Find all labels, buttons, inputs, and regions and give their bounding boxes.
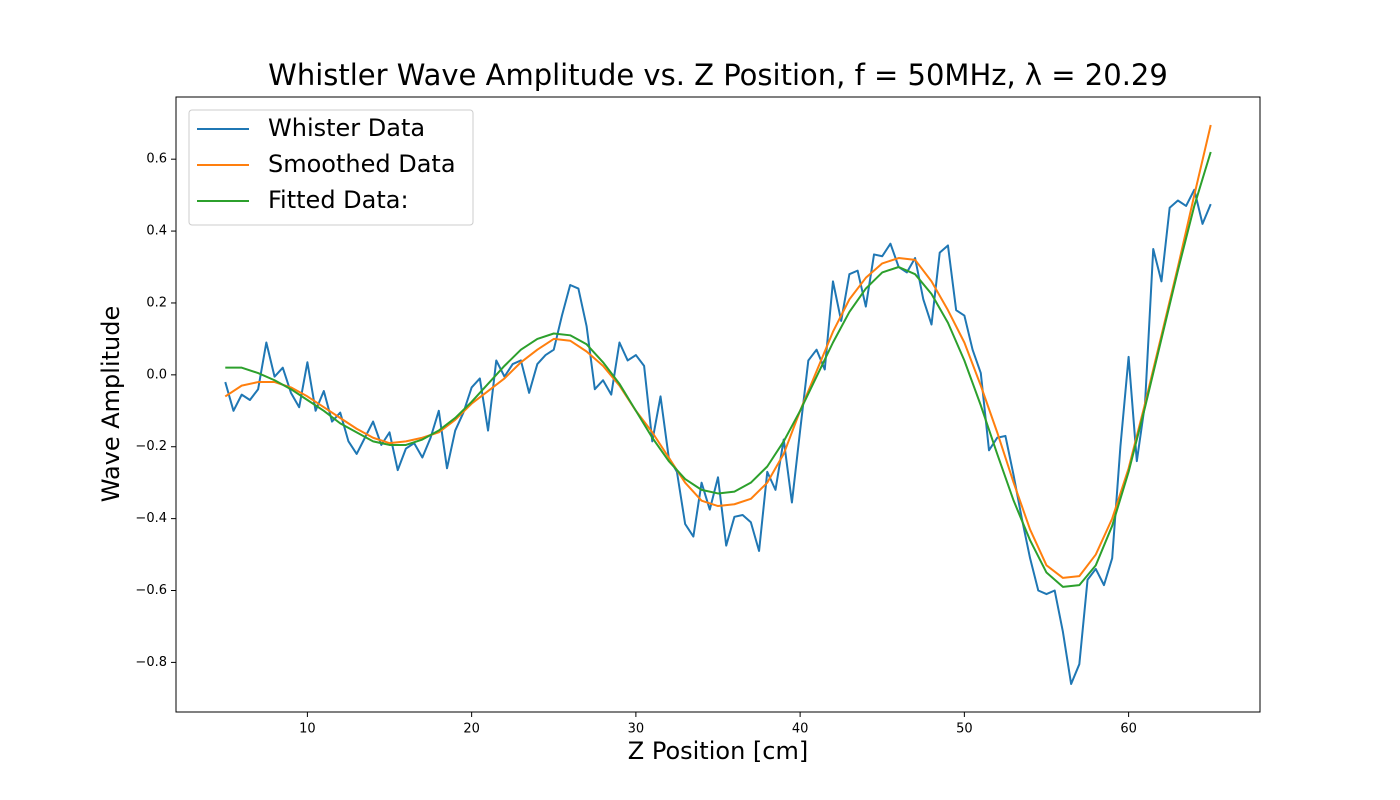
x-axis-label: Z Position [cm]: [628, 737, 808, 765]
chart-title: Whistler Wave Amplitude vs. Z Position, …: [268, 58, 1168, 92]
x-tick-label: 40: [792, 722, 809, 737]
plot-frame: [175, 96, 1261, 713]
y-tick-label: 0.6: [146, 152, 167, 167]
y-tick-label: 0.0: [146, 367, 167, 382]
legend-label: Smoothed Data: [268, 150, 456, 178]
x-tick-label: 60: [1120, 722, 1137, 737]
y-tick-label: −0.2: [135, 439, 167, 454]
legend-label: Fitted Data:: [268, 186, 409, 214]
data-line: [225, 151, 1212, 588]
y-tick-label: −0.6: [135, 583, 167, 598]
y-tick-label: 0.4: [146, 224, 167, 239]
data-line: [224, 124, 1212, 579]
legend-box: [188, 109, 474, 226]
y-axis-label: Wave Amplitude: [97, 306, 125, 503]
x-tick-label: 10: [299, 722, 316, 737]
x-tick-label: 50: [956, 722, 973, 737]
x-tick-label: 30: [628, 722, 645, 737]
x-tick-label: 20: [463, 722, 480, 737]
legend-label: Whister Data: [268, 114, 425, 142]
y-tick-label: −0.4: [135, 511, 167, 526]
data-line: [224, 188, 1212, 685]
y-tick-label: −0.8: [135, 655, 167, 670]
y-tick-label: 0.2: [146, 295, 167, 310]
